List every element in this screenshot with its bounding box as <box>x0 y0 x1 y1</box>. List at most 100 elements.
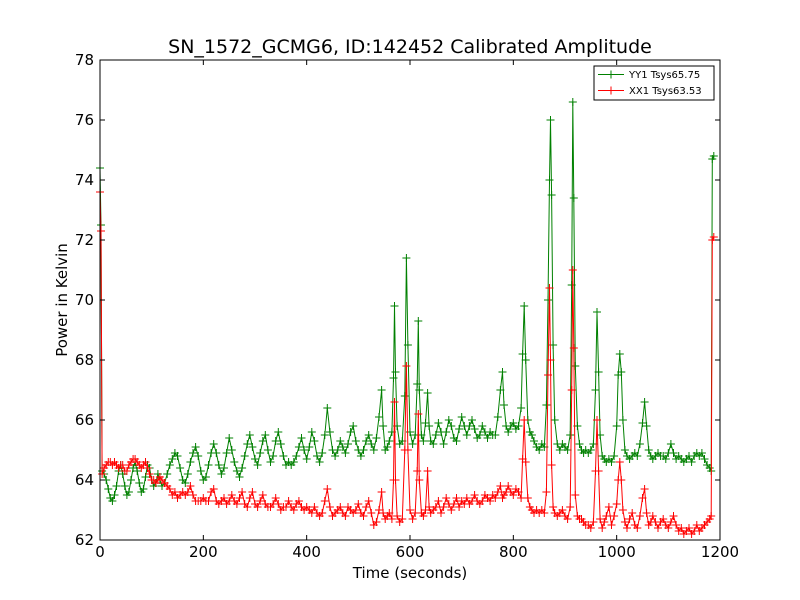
y-tick-label: 64 <box>75 471 94 489</box>
data-point <box>607 458 616 466</box>
data-point <box>586 446 595 454</box>
data-point <box>709 233 718 241</box>
data-point <box>709 152 718 160</box>
data-point <box>431 431 440 439</box>
data-point <box>230 458 239 466</box>
data-point <box>640 485 649 493</box>
data-point <box>369 446 378 454</box>
data-point <box>310 437 319 445</box>
data-point <box>617 368 626 376</box>
data-point <box>292 452 301 460</box>
data-point <box>186 482 195 490</box>
data-point <box>189 449 197 457</box>
chart-title: SN_1572_GCMG6, ID:142452 Calibrated Ampl… <box>168 36 652 58</box>
data-point <box>367 440 376 448</box>
data-point <box>181 479 190 487</box>
y-tick-label: 72 <box>75 231 94 249</box>
data-point <box>563 446 572 454</box>
data-point <box>654 524 662 532</box>
data-point <box>385 509 394 517</box>
data-point <box>607 521 616 529</box>
data-point <box>300 446 309 454</box>
data-point <box>391 476 400 484</box>
data-point <box>635 440 644 448</box>
data-point <box>483 434 492 442</box>
data-point <box>232 467 241 475</box>
data-point <box>620 446 629 454</box>
data-point <box>419 437 428 445</box>
data-point <box>431 503 440 511</box>
data-point <box>470 425 479 433</box>
data-point <box>359 512 368 520</box>
data-point <box>367 509 376 517</box>
data-point <box>344 440 352 448</box>
data-point <box>586 524 595 532</box>
data-point <box>414 317 423 325</box>
data-point <box>168 455 177 463</box>
data-point <box>455 503 464 511</box>
data-point <box>338 443 347 451</box>
data-point <box>413 467 422 475</box>
data-point <box>341 449 350 457</box>
data-point <box>527 431 536 439</box>
data-point <box>375 506 383 514</box>
y-tick-label: 76 <box>75 111 94 129</box>
data-point <box>444 416 453 424</box>
data-point <box>672 521 681 529</box>
data-point <box>204 461 213 469</box>
data-point <box>555 446 564 454</box>
data-point <box>434 419 443 427</box>
data-point <box>478 422 487 430</box>
data-point <box>141 473 150 481</box>
data-point <box>248 488 257 496</box>
data-point <box>571 362 580 370</box>
data-point <box>447 422 456 430</box>
data-point <box>504 428 513 436</box>
data-point <box>423 467 432 475</box>
legend-box <box>593 65 715 101</box>
data-point <box>364 431 373 439</box>
data-point <box>240 452 249 460</box>
data-point <box>238 464 247 472</box>
data-point <box>135 479 144 487</box>
data-point <box>354 500 363 508</box>
data-point <box>403 341 412 349</box>
data-point <box>120 482 129 490</box>
data-point <box>414 410 423 418</box>
data-point <box>225 434 234 442</box>
data-point <box>204 497 213 505</box>
data-point <box>545 284 554 292</box>
data-point <box>648 512 657 520</box>
data-point <box>176 464 185 472</box>
data-point <box>279 452 288 460</box>
data-point <box>222 449 231 457</box>
data-point <box>530 437 538 445</box>
data-point <box>700 455 709 463</box>
data-point <box>398 515 407 523</box>
data-point <box>305 443 314 451</box>
data-point <box>593 308 601 316</box>
data-point <box>618 416 627 424</box>
data-point <box>547 461 556 469</box>
data-point <box>385 437 394 445</box>
x-tick-label: 400 <box>292 543 321 561</box>
data-point <box>628 509 637 517</box>
data-point <box>235 473 244 481</box>
data-point <box>253 503 262 511</box>
data-point <box>457 413 466 421</box>
data-point <box>261 431 270 439</box>
data-point <box>377 488 386 496</box>
data-point <box>566 431 575 439</box>
data-point <box>491 494 500 502</box>
data-point <box>685 524 693 532</box>
data-point <box>602 512 611 520</box>
data-point <box>372 518 381 526</box>
data-point <box>594 467 603 475</box>
data-point <box>112 482 121 490</box>
data-point <box>434 497 443 505</box>
data-point <box>571 491 580 499</box>
data-point <box>406 506 414 514</box>
data-point <box>377 386 386 394</box>
data-point <box>258 437 267 445</box>
series-1 <box>96 188 718 538</box>
